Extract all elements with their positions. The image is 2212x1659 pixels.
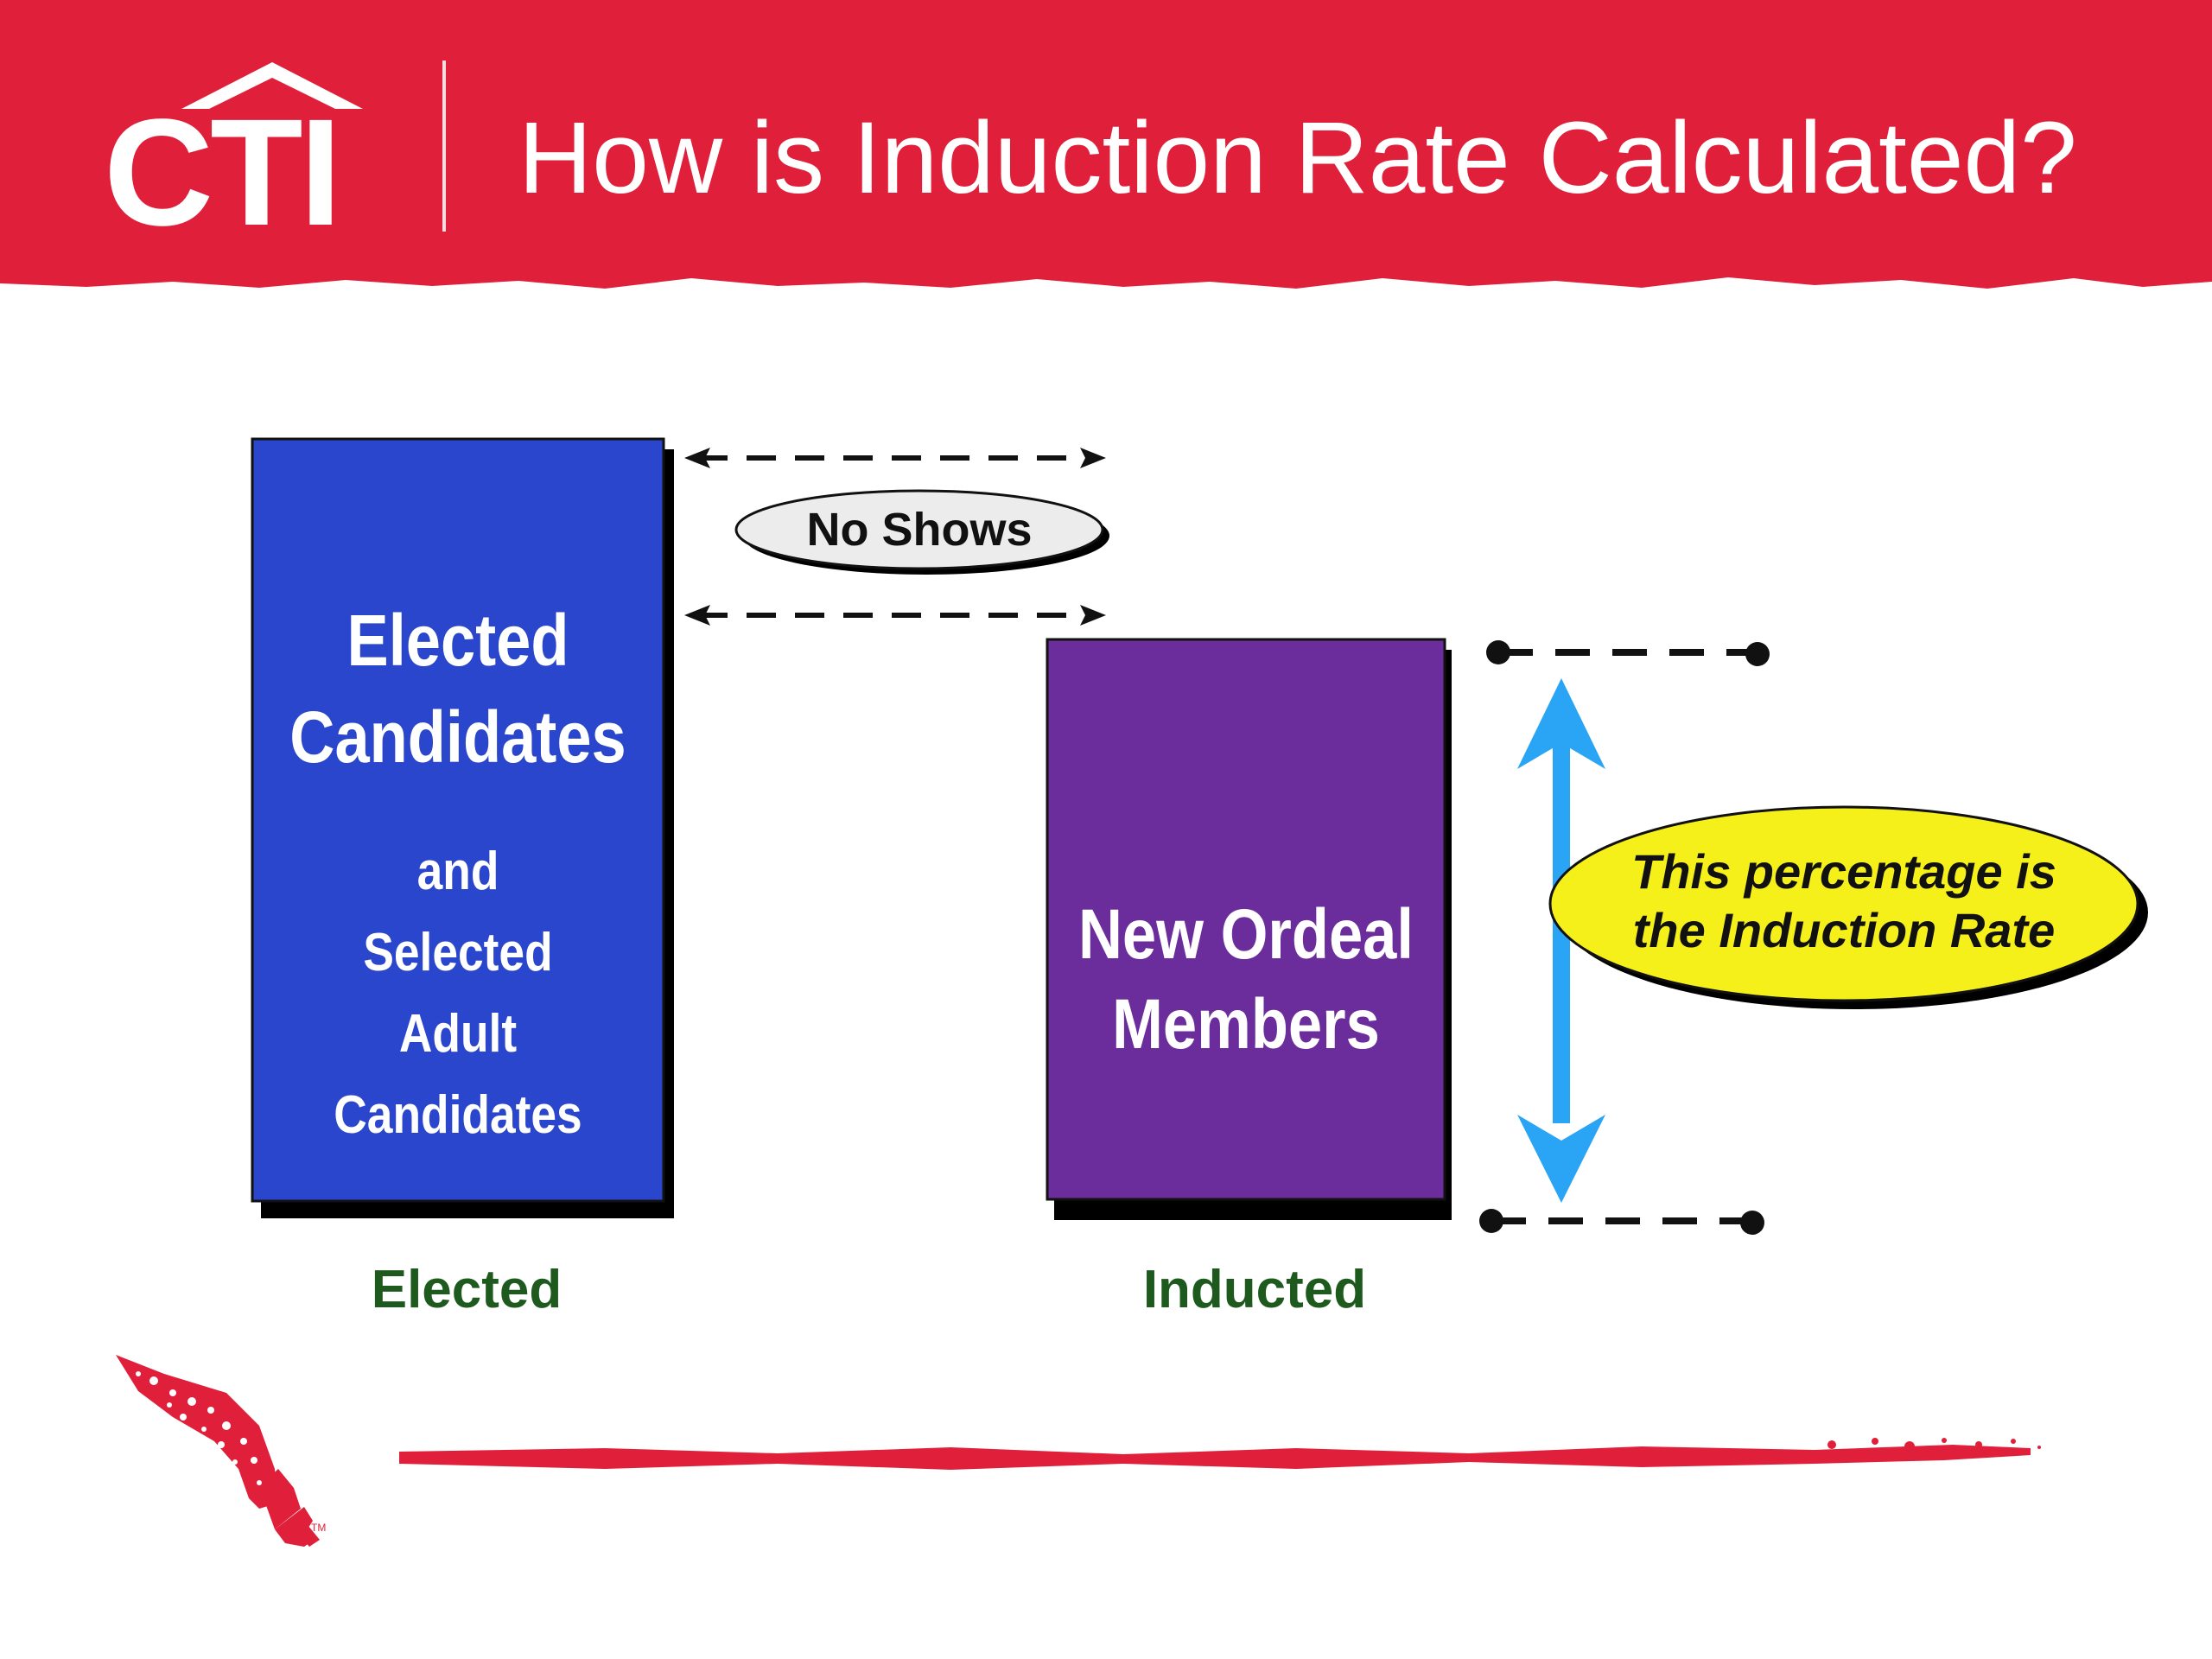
bracket-bottom-line [1479, 1209, 1764, 1235]
header-divider [442, 60, 446, 232]
inducted-box-title: New Ordeal Members [1075, 890, 1417, 1070]
elected-line-5: Adult [398, 1004, 518, 1064]
induction-rate-arrow [1517, 678, 1605, 1203]
rate-callout-line-1: This percentage is [1631, 844, 2056, 899]
rate-callout-text: This percentage is the Induction Rate [1559, 842, 2129, 960]
elected-line-1: Elected [346, 600, 569, 681]
bracket-top-line [1486, 640, 1770, 666]
elected-box [251, 437, 665, 1203]
footer-red-stroke [399, 1445, 2031, 1470]
elected-box-title: Elected Candidates [281, 592, 634, 785]
inducted-box [1046, 638, 1446, 1201]
no-shows-bottom-arrow [684, 605, 1106, 626]
page-title: How is Induction Rate Calculated? [518, 101, 2077, 215]
footer-stroke-specks [1827, 1438, 2041, 1452]
inducted-line-2: Members [1112, 985, 1380, 1064]
inducted-line-1: New Ordeal [1077, 895, 1414, 974]
elected-line-3: and [416, 842, 499, 901]
graduation-cap-icon [181, 62, 363, 109]
elected-line-2: Candidates [289, 696, 626, 778]
header-band [0, 0, 2212, 289]
no-shows-ellipse [734, 489, 1104, 570]
rate-callout-ellipse [1548, 805, 2139, 1002]
no-shows-label: No Shows [806, 504, 1033, 556]
elected-box-subtitle: and Selected Adult Candidates [281, 831, 634, 1156]
elected-line-4: Selected [363, 923, 553, 982]
elected-line-6: Candidates [334, 1085, 582, 1145]
rate-callout-line-2: the Induction Rate [1632, 903, 2056, 957]
trademark-mark: TM [311, 1522, 326, 1534]
arrowhead-logo-icon [116, 1355, 320, 1547]
inducted-label: Inducted [1142, 1260, 1367, 1319]
no-shows-top-arrow [684, 448, 1106, 468]
elected-label: Elected [371, 1260, 563, 1319]
cti-logo: CTI [104, 88, 342, 257]
